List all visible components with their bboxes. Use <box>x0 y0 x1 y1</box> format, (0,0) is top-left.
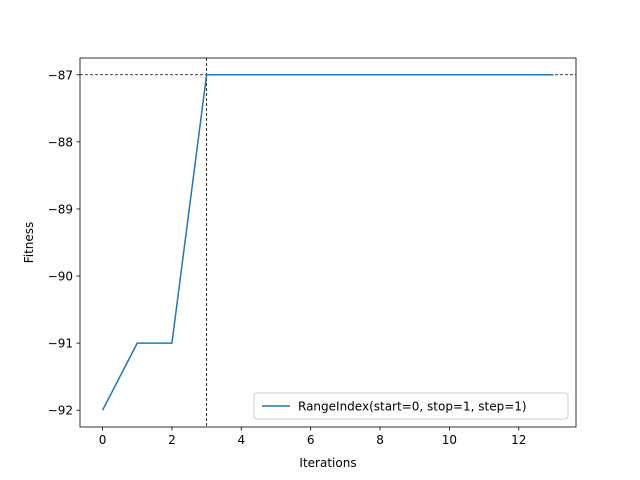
x-tick-label: 12 <box>511 433 526 447</box>
y-tick-label: −90 <box>48 270 73 284</box>
y-tick-label: −87 <box>48 68 73 82</box>
legend: RangeIndex(start=0, stop=1, step=1) <box>253 392 569 420</box>
axes-frame <box>79 57 577 428</box>
x-tick-label: 10 <box>442 433 457 447</box>
legend-entry-label: RangeIndex(start=0, stop=1, step=1) <box>298 400 527 414</box>
y-tick-label: −92 <box>48 404 73 418</box>
y-tick-label: −88 <box>48 135 73 149</box>
axes: 0 2 4 6 8 10 12 −92 −91 −90 −89 −88 −87 <box>48 57 577 447</box>
x-tick-label: 4 <box>237 433 245 447</box>
series-line-0 <box>101 74 554 411</box>
x-axis-label: Iterations <box>299 456 356 470</box>
y-tick-label: −89 <box>48 202 73 216</box>
y-tick-label: −91 <box>48 337 73 351</box>
x-tick-label: 6 <box>307 433 315 447</box>
y-axis-label: Fitness <box>22 222 36 264</box>
legend-box <box>253 392 569 420</box>
x-tick-label: 8 <box>376 433 384 447</box>
x-tick-label: 2 <box>168 433 176 447</box>
x-tick-label: 0 <box>99 433 107 447</box>
plot-area <box>80 58 576 427</box>
